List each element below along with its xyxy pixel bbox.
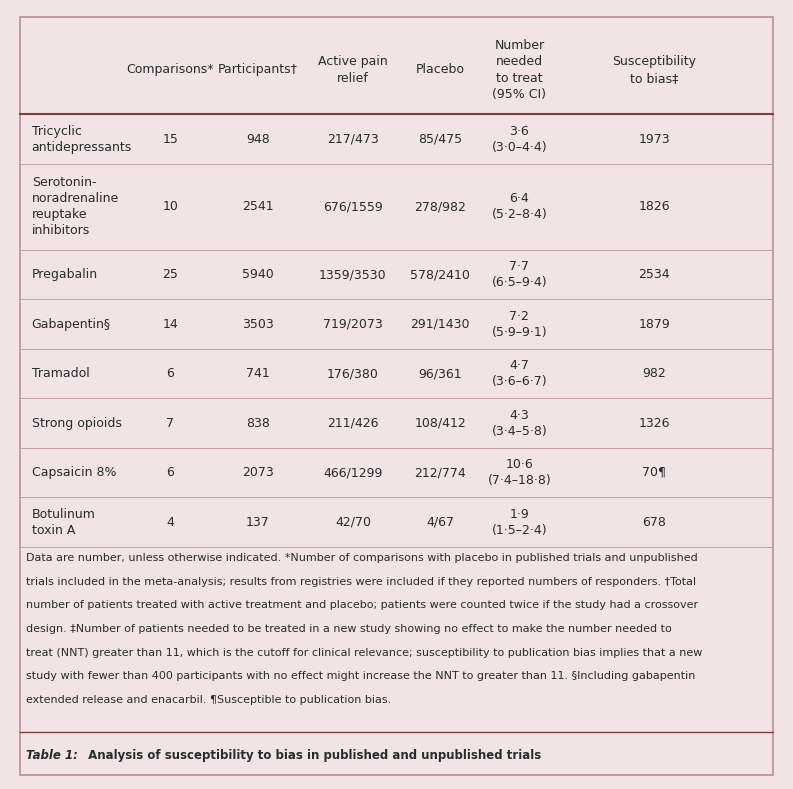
- Text: Tricyclic
antidepressants: Tricyclic antidepressants: [32, 125, 132, 154]
- Text: 70¶: 70¶: [642, 466, 666, 479]
- Text: 10·6
(7·4–18·8): 10·6 (7·4–18·8): [488, 458, 551, 487]
- Text: 4: 4: [167, 515, 174, 529]
- Text: 741: 741: [246, 367, 270, 380]
- Text: extended release and enacarbil. ¶Susceptible to publication bias.: extended release and enacarbil. ¶Suscept…: [26, 695, 392, 705]
- Text: 578/2410: 578/2410: [410, 268, 470, 281]
- Text: 176/380: 176/380: [327, 367, 379, 380]
- Text: 96/361: 96/361: [418, 367, 462, 380]
- Text: Comparisons*: Comparisons*: [127, 63, 214, 77]
- Text: Analysis of susceptibility to bias in published and unpublished trials: Analysis of susceptibility to bias in pu…: [84, 750, 542, 762]
- Text: Strong opioids: Strong opioids: [32, 417, 121, 429]
- Text: 7: 7: [167, 417, 174, 429]
- Text: Table 1:: Table 1:: [26, 750, 78, 762]
- Text: design. ‡Number of patients needed to be treated in a new study showing no effec: design. ‡Number of patients needed to be…: [26, 624, 672, 634]
- Text: 1326: 1326: [638, 417, 670, 429]
- Text: 2073: 2073: [242, 466, 274, 479]
- Text: Tramadol: Tramadol: [32, 367, 90, 380]
- Text: 1359/3530: 1359/3530: [319, 268, 387, 281]
- Text: 4·7
(3·6–6·7): 4·7 (3·6–6·7): [492, 359, 547, 388]
- Text: Data are number, unless otherwise indicated. *Number of comparisons with placebo: Data are number, unless otherwise indica…: [26, 553, 698, 563]
- Text: 2541: 2541: [242, 200, 274, 213]
- Text: Gabapentin§: Gabapentin§: [32, 317, 111, 331]
- Text: 719/2073: 719/2073: [323, 317, 383, 331]
- Text: 10: 10: [163, 200, 178, 213]
- Text: 982: 982: [642, 367, 666, 380]
- Text: 3·6
(3·0–4·4): 3·6 (3·0–4·4): [492, 125, 547, 154]
- Text: 4/67: 4/67: [426, 515, 454, 529]
- Text: 676/1559: 676/1559: [323, 200, 383, 213]
- Text: 1826: 1826: [638, 200, 670, 213]
- Text: 278/982: 278/982: [414, 200, 466, 213]
- Text: Botulinum
toxin A: Botulinum toxin A: [32, 507, 96, 537]
- Text: 42/70: 42/70: [335, 515, 371, 529]
- Text: 6: 6: [167, 466, 174, 479]
- Text: 211/426: 211/426: [328, 417, 378, 429]
- Text: 3503: 3503: [242, 317, 274, 331]
- Text: 25: 25: [163, 268, 178, 281]
- Text: 7·2
(5·9–9·1): 7·2 (5·9–9·1): [492, 309, 547, 338]
- Text: 4·3
(3·4–5·8): 4·3 (3·4–5·8): [492, 409, 547, 438]
- Text: Susceptibility
to bias‡: Susceptibility to bias‡: [612, 55, 696, 84]
- Text: 2534: 2534: [638, 268, 670, 281]
- Text: 1·9
(1·5–2·4): 1·9 (1·5–2·4): [492, 507, 547, 537]
- Text: Participants†: Participants†: [218, 63, 297, 77]
- Text: 217/473: 217/473: [327, 133, 379, 146]
- Text: 678: 678: [642, 515, 666, 529]
- Text: Capsaicin 8%: Capsaicin 8%: [32, 466, 117, 479]
- Text: 6: 6: [167, 367, 174, 380]
- Text: 1973: 1973: [638, 133, 670, 146]
- Text: 212/774: 212/774: [414, 466, 466, 479]
- Text: 15: 15: [163, 133, 178, 146]
- Text: number of patients treated with active treatment and placebo; patients were coun: number of patients treated with active t…: [26, 600, 699, 611]
- Text: 466/1299: 466/1299: [324, 466, 382, 479]
- Text: 291/1430: 291/1430: [410, 317, 470, 331]
- Text: 7·7
(6·5–9·4): 7·7 (6·5–9·4): [492, 260, 547, 289]
- Text: 838: 838: [246, 417, 270, 429]
- Text: study with fewer than 400 participants with no effect might increase the NNT to : study with fewer than 400 participants w…: [26, 671, 695, 682]
- Text: 85/475: 85/475: [418, 133, 462, 146]
- Text: Number
needed
to treat
(95% CI): Number needed to treat (95% CI): [492, 39, 546, 101]
- Text: Pregabalin: Pregabalin: [32, 268, 98, 281]
- Text: Serotonin-
noradrenaline
reuptake
inhibitors: Serotonin- noradrenaline reuptake inhibi…: [32, 177, 119, 237]
- Text: 137: 137: [246, 515, 270, 529]
- Text: 1879: 1879: [638, 317, 670, 331]
- Text: 108/412: 108/412: [414, 417, 466, 429]
- Text: 948: 948: [246, 133, 270, 146]
- Text: trials included in the meta-analysis; results from registries were included if t: trials included in the meta-analysis; re…: [26, 577, 696, 587]
- Text: 6·4
(5·2–8·4): 6·4 (5·2–8·4): [492, 193, 547, 222]
- Text: 5940: 5940: [242, 268, 274, 281]
- Text: 14: 14: [163, 317, 178, 331]
- Text: Active pain
relief: Active pain relief: [318, 55, 388, 84]
- Text: treat (NNT) greater than 11, which is the cutoff for clinical relevance; suscept: treat (NNT) greater than 11, which is th…: [26, 648, 703, 658]
- Text: Placebo: Placebo: [416, 63, 465, 77]
